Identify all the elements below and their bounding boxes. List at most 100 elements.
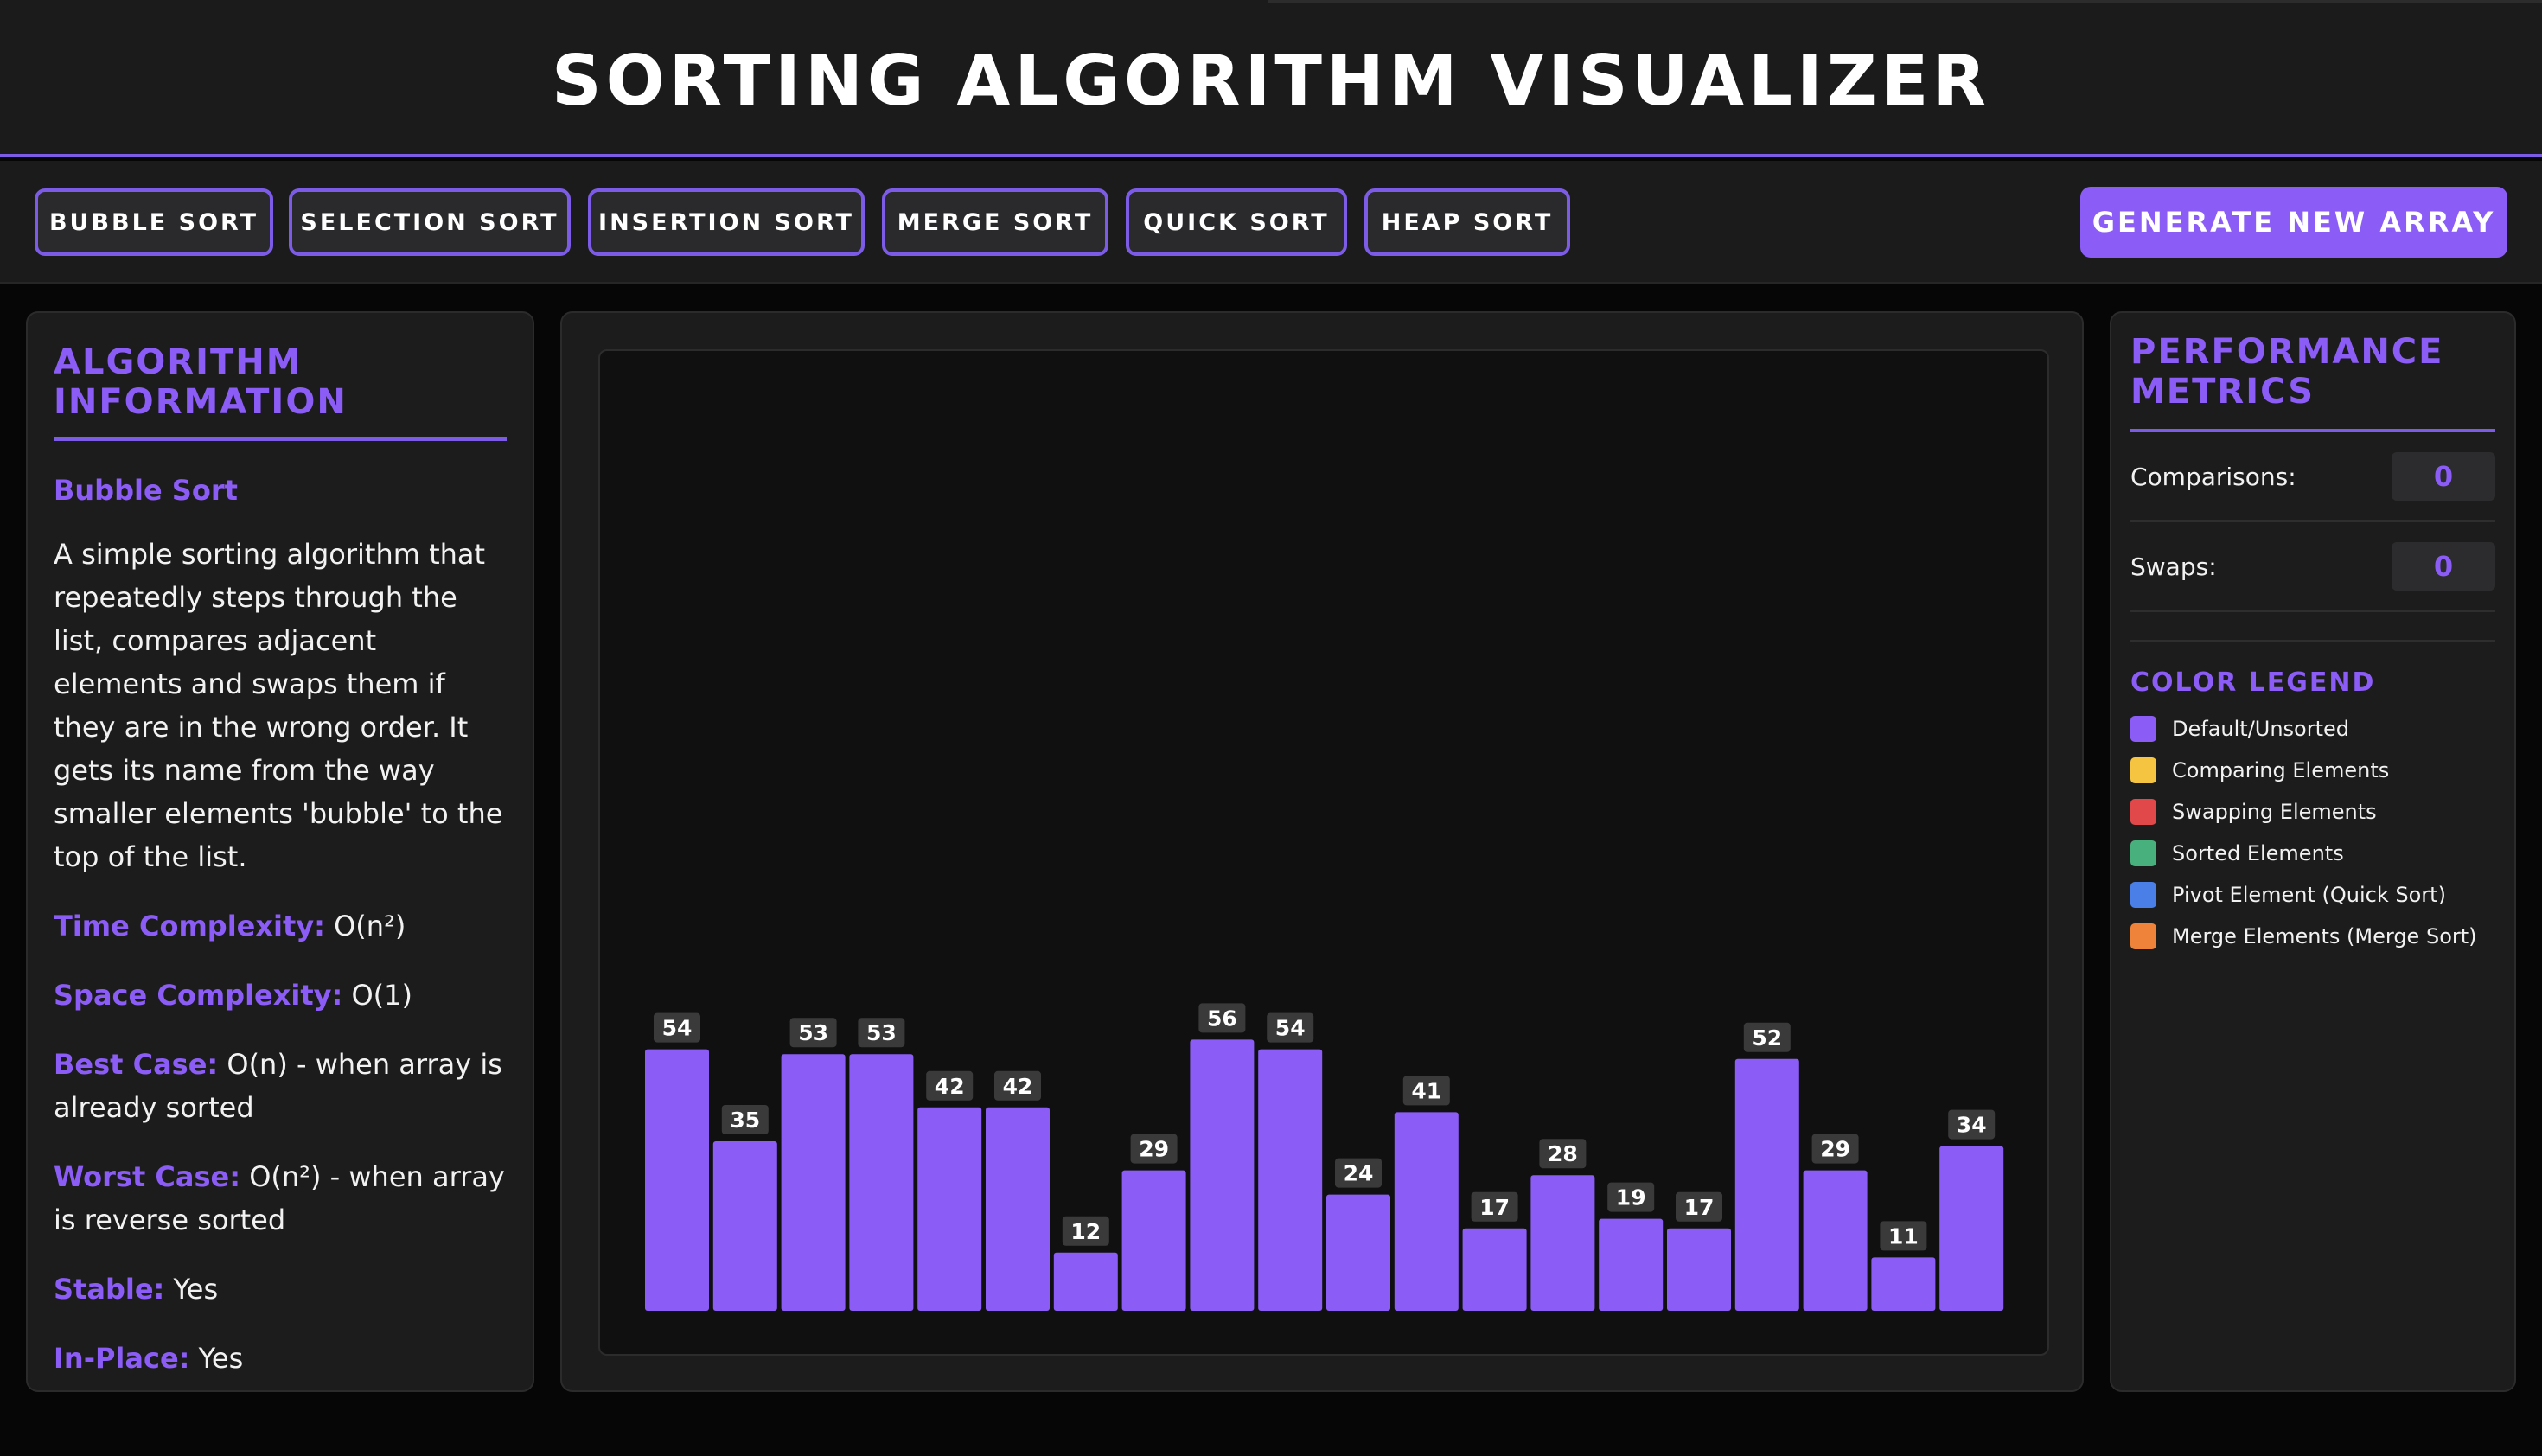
bar-value-label: 34 [1957, 1113, 1987, 1138]
best-case-value: O(n) - when array is already sorted [54, 1048, 502, 1124]
legend-label: Swapping Elements [2172, 800, 2377, 824]
bar-value-tag [1676, 1191, 1722, 1222]
stable: Stable: Yes [54, 1268, 507, 1311]
bar-value-tag [1062, 1216, 1109, 1246]
bar [1190, 1039, 1255, 1311]
legend-label: Sorted Elements [2172, 841, 2344, 865]
bar-value-tag [1402, 1076, 1450, 1106]
worst-case: Worst Case: O(n²) - when array is revers… [54, 1155, 507, 1242]
time-complexity-value: O(n²) [334, 910, 406, 942]
worst-case-value: O(n²) - when array is reverse sorted [54, 1160, 505, 1236]
bar-chart: 54 35 53 53 42 42 12 29 56 54 24 41 17 28 19 17 52 29 11 34 [645, 1003, 2004, 1311]
bar [1803, 1170, 1868, 1311]
bar-value-tag [789, 1018, 837, 1048]
legend-swatch [2130, 923, 2156, 949]
in-place-value: Yes [198, 1342, 244, 1375]
bar-value-label: 17 [1684, 1195, 1715, 1220]
bar-value-label: 24 [1344, 1161, 1374, 1186]
generate-array-button[interactable]: GENERATE NEW ARRAY [2080, 187, 2507, 258]
comparisons-value: 0 [2392, 452, 2495, 501]
space-complexity-value: O(1) [351, 979, 412, 1012]
time-complexity-label: Time Complexity: [54, 910, 325, 942]
swaps-row: Swaps: 0 [2130, 522, 2495, 612]
space-complexity-label: Space Complexity: [54, 979, 343, 1012]
progress-line [1268, 0, 2542, 3]
best-case: Best Case: O(n) - when array is already … [54, 1043, 507, 1129]
visualizer-panel: 54 35 53 53 42 42 12 29 56 54 24 41 17 28 19 17 52 29 11 34 [560, 311, 2084, 1392]
bar-value-label: 29 [1820, 1137, 1850, 1162]
algorithm-info-panel: ALGORITHM INFORMATION Bubble Sort A simp… [26, 311, 534, 1392]
bar-value-label: 19 [1616, 1185, 1646, 1210]
legend-title: COLOR LEGEND [2130, 667, 2376, 698]
swaps-value: 0 [2392, 542, 2495, 591]
bar [1258, 1049, 1323, 1311]
bar-value-tag [1948, 1109, 1996, 1140]
bar-value-label: 17 [1479, 1195, 1510, 1220]
quick-sort-button[interactable]: QUICK SORT [1126, 188, 1347, 256]
bar-value-tag [1335, 1158, 1382, 1188]
legend-label: Merge Elements (Merge Sort) [2172, 924, 2477, 948]
legend-swatch [2130, 716, 2156, 742]
stable-value: Yes [173, 1273, 219, 1306]
legend-list: Default/Unsorted Comparing Elements Swappi… [2130, 716, 2495, 949]
bar-chart-area: 54 35 53 53 42 42 12 29 56 54 24 41 17 28 19 17 52 29 11 34 [598, 349, 2049, 1356]
swaps-label: Swaps: [2130, 552, 2217, 581]
bar [1121, 1170, 1186, 1311]
bar [849, 1054, 914, 1311]
toolbar: BUBBLE SORT SELECTION SORT INSERTION SOR… [0, 161, 2542, 284]
bar-value-tag [1607, 1182, 1655, 1212]
bar-value-tag [926, 1070, 974, 1101]
bar [917, 1107, 982, 1311]
bar-value-label: 29 [1139, 1137, 1169, 1162]
best-case-label: Best Case: [54, 1048, 219, 1081]
time-complexity: Time Complexity: O(n²) [54, 904, 507, 948]
bar [1939, 1146, 2004, 1311]
bar-value-label: 41 [1411, 1078, 1441, 1103]
legend-item: Comparing Elements [2130, 757, 2495, 783]
bar [1599, 1218, 1664, 1311]
bar-value-label: 54 [1275, 1016, 1306, 1041]
performance-panel: PERFORMANCE METRICS Comparisons: 0 Swaps… [2110, 311, 2516, 1392]
legend-swatch [2130, 840, 2156, 866]
stable-label: Stable: [54, 1273, 165, 1306]
in-place: In-Place: Yes [54, 1337, 507, 1380]
bar [781, 1054, 846, 1311]
legend-item: Pivot Element (Quick Sort) [2130, 882, 2495, 908]
bar-value-tag [994, 1070, 1041, 1101]
in-place-label: In-Place: [54, 1342, 190, 1375]
info-panel-title: ALGORITHM INFORMATION [54, 342, 507, 441]
metrics-panel-title: PERFORMANCE METRICS [2130, 332, 2495, 432]
legend-item: Default/Unsorted [2130, 716, 2495, 742]
bar-value-tag [654, 1012, 700, 1043]
comparisons-label: Comparisons: [2130, 462, 2296, 491]
bar [645, 1049, 709, 1311]
bar-value-label: 53 [866, 1020, 897, 1045]
bar-value-label: 35 [730, 1108, 760, 1133]
bar [712, 1141, 777, 1311]
legend-item: Merge Elements (Merge Sort) [2130, 923, 2495, 949]
bar [1462, 1228, 1527, 1311]
bar-value-tag [1743, 1022, 1791, 1052]
bar [986, 1107, 1050, 1311]
bar-value-label: 52 [1752, 1025, 1782, 1050]
legend-swatch [2130, 882, 2156, 908]
space-complexity: Space Complexity: O(1) [54, 974, 507, 1017]
selection-sort-button[interactable]: SELECTION SORT [289, 188, 571, 256]
legend-label: Comparing Elements [2172, 758, 2390, 782]
bar-value-tag [1267, 1012, 1314, 1043]
worst-case-label: Worst Case: [54, 1160, 241, 1193]
legend-divider [2130, 640, 2495, 642]
algorithm-description: A simple sorting algorithm that repeated… [54, 538, 503, 873]
legend-item: Sorted Elements [2130, 840, 2495, 866]
bar-value-label: 28 [1548, 1141, 1578, 1166]
bar-value-label: 53 [798, 1020, 828, 1045]
bar [1734, 1058, 1799, 1311]
merge-sort-button[interactable]: MERGE SORT [882, 188, 1108, 256]
legend-item: Swapping Elements [2130, 799, 2495, 825]
bubble-sort-button[interactable]: BUBBLE SORT [35, 188, 273, 256]
insertion-sort-button[interactable]: INSERTION SORT [588, 188, 865, 256]
bar-value-tag [1130, 1134, 1178, 1164]
heap-sort-button[interactable]: HEAP SORT [1364, 188, 1570, 256]
bar [1871, 1257, 1936, 1311]
bar-value-label: 54 [662, 1016, 693, 1041]
